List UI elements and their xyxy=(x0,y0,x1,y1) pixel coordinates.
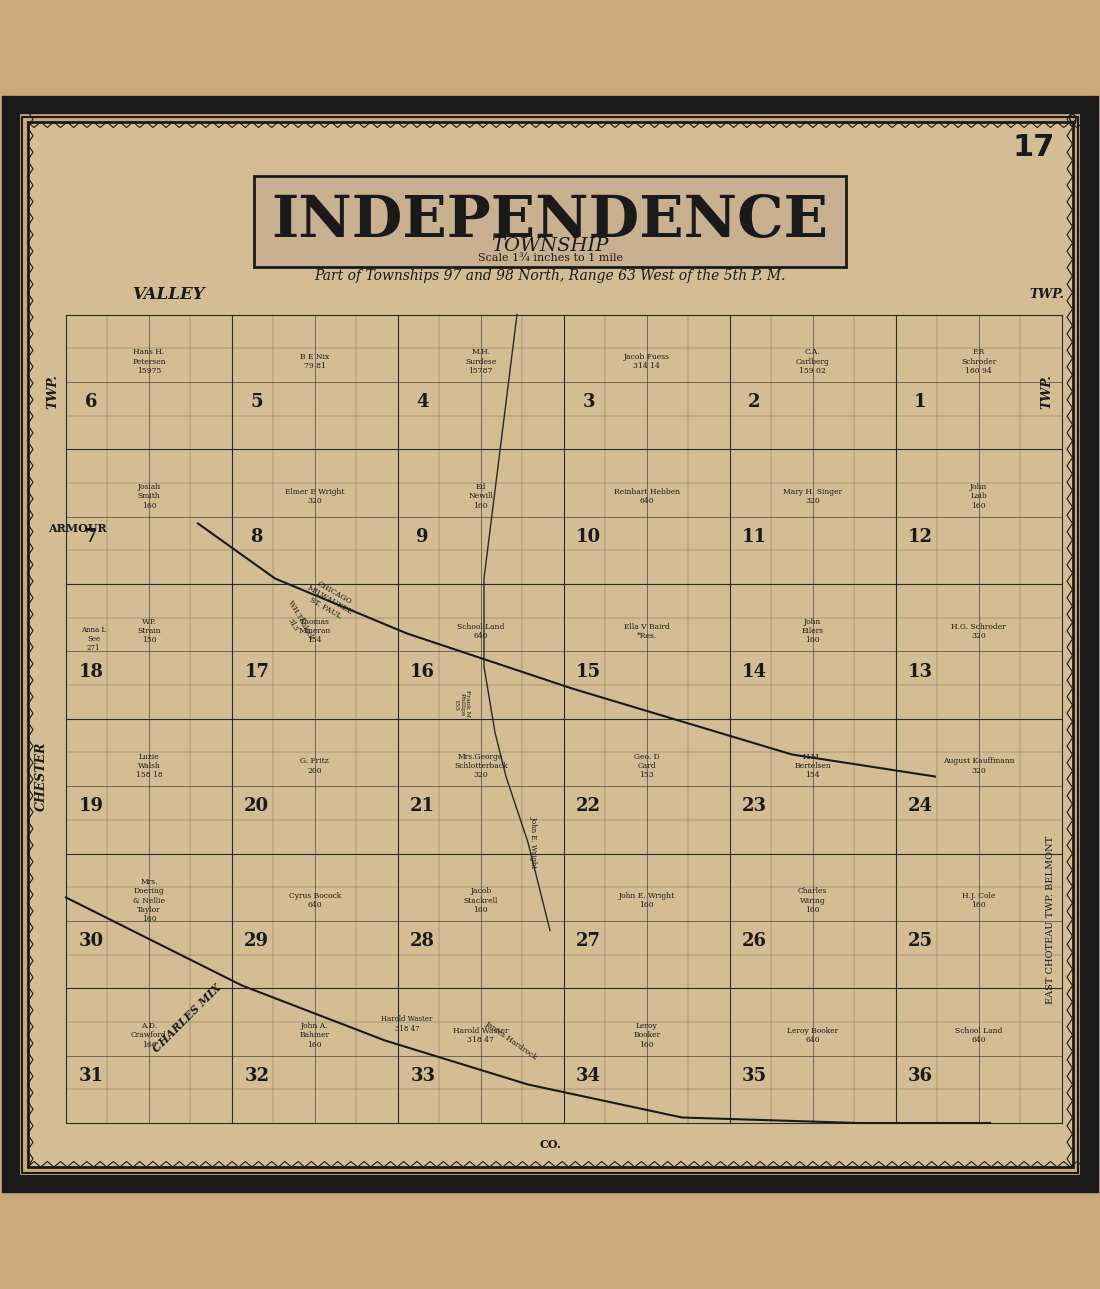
Text: C.A.
Carlberg
159 02: C.A. Carlberg 159 02 xyxy=(795,348,829,375)
Text: John A.
Bahmer
160: John A. Bahmer 160 xyxy=(300,1022,330,1049)
Text: Ella V Baird
*Res.: Ella V Baird *Res. xyxy=(624,623,670,639)
Text: 8: 8 xyxy=(251,527,263,545)
Text: 21: 21 xyxy=(410,798,436,816)
Text: CHICAGO
MILWAUKEE
ST. PAUL: CHICAGO MILWAUKEE ST. PAUL xyxy=(301,576,359,625)
Text: Anna L
See
271: Anna L See 271 xyxy=(81,625,106,652)
Text: H.M.
Bertelsen
154: H.M. Bertelsen 154 xyxy=(794,753,832,779)
Text: CHARLES MIX: CHARLES MIX xyxy=(151,982,223,1054)
Text: Charles
Wiring
160: Charles Wiring 160 xyxy=(798,887,827,914)
Text: TWP.: TWP. xyxy=(1030,289,1065,302)
Text: 5: 5 xyxy=(251,393,263,411)
Text: 27: 27 xyxy=(576,932,601,950)
Text: G. Fritz
200: G. Fritz 200 xyxy=(300,758,329,775)
Text: James Hardrock: James Hardrock xyxy=(484,1020,539,1061)
Text: 13: 13 xyxy=(908,663,933,681)
Text: 3: 3 xyxy=(582,393,595,411)
Text: John
Laib
160: John Laib 160 xyxy=(970,483,987,509)
Text: INDEPENDENCE: INDEPENDENCE xyxy=(272,193,828,249)
Text: Jacob Fuess
314 14: Jacob Fuess 314 14 xyxy=(624,353,670,370)
Text: 9: 9 xyxy=(1068,115,1077,129)
Text: Mrs.George
Schlotterback
320: Mrs.George Schlotterback 320 xyxy=(454,753,507,779)
Text: 12: 12 xyxy=(908,527,933,545)
Text: M.H.
Surdese
15787: M.H. Surdese 15787 xyxy=(465,348,496,375)
Text: 24: 24 xyxy=(908,798,933,816)
Text: School Land
640: School Land 640 xyxy=(955,1027,1002,1044)
Text: CO.: CO. xyxy=(539,1139,561,1151)
Text: Thomas
Mineran
154: Thomas Mineran 154 xyxy=(299,617,331,644)
Text: 19: 19 xyxy=(78,798,103,816)
Text: TWP.: TWP. xyxy=(1041,374,1054,409)
Text: Cyrus Bocock
640: Cyrus Bocock 640 xyxy=(288,892,341,909)
Text: H.J. Cole
160: H.J. Cole 160 xyxy=(961,892,996,909)
Text: 1: 1 xyxy=(914,393,926,411)
Text: 17: 17 xyxy=(1013,133,1055,162)
Text: John E. Wright: John E. Wright xyxy=(529,816,538,869)
Text: W.H.Thulock
313: W.H.Thulock 313 xyxy=(278,599,316,646)
Text: Jacob
Stackrell
160: Jacob Stackrell 160 xyxy=(463,887,498,914)
Text: 6: 6 xyxy=(85,393,97,411)
Text: 7: 7 xyxy=(85,527,97,545)
Text: 17: 17 xyxy=(244,663,270,681)
Text: August Kauffmann
320: August Kauffmann 320 xyxy=(943,758,1014,775)
Text: 34: 34 xyxy=(576,1067,601,1085)
Text: Ed
Newill
160: Ed Newill 160 xyxy=(469,483,493,509)
Text: 2: 2 xyxy=(748,393,761,411)
Text: A.D.
Crawford
160: A.D. Crawford 160 xyxy=(131,1022,167,1049)
Text: B E Nix
79 81: B E Nix 79 81 xyxy=(300,353,330,370)
Text: 20: 20 xyxy=(244,798,270,816)
Text: 22: 22 xyxy=(576,798,601,816)
Text: 25: 25 xyxy=(908,932,933,950)
Text: 10: 10 xyxy=(576,527,602,545)
Text: 11: 11 xyxy=(742,527,767,545)
Text: 16: 16 xyxy=(410,663,436,681)
Text: 9: 9 xyxy=(417,527,429,545)
Text: 29: 29 xyxy=(244,932,270,950)
Text: Elmer E Wright
320: Elmer E Wright 320 xyxy=(285,487,344,505)
Text: 30: 30 xyxy=(78,932,103,950)
Text: Josiah
Smith
160: Josiah Smith 160 xyxy=(138,483,161,509)
Text: Leroy
Booker
160: Leroy Booker 160 xyxy=(634,1022,660,1049)
Text: TWP.: TWP. xyxy=(46,374,59,409)
Text: Harold Waster
318 47: Harold Waster 318 47 xyxy=(382,1016,432,1032)
Text: Frank M.
Phillips
155: Frank M. Phillips 155 xyxy=(453,691,471,719)
Text: 26: 26 xyxy=(742,932,767,950)
Text: 35: 35 xyxy=(742,1067,767,1085)
Text: MAP OF: MAP OF xyxy=(515,183,585,200)
Text: Hans H.
Petersen
15975: Hans H. Petersen 15975 xyxy=(132,348,166,375)
Text: TOWNSHIP: TOWNSHIP xyxy=(492,237,608,255)
Text: 32: 32 xyxy=(244,1067,270,1085)
Text: H.G. Schroder
320: H.G. Schroder 320 xyxy=(952,623,1005,639)
Text: 36: 36 xyxy=(908,1067,933,1085)
Text: 15: 15 xyxy=(576,663,602,681)
Text: Harold Waster
318 47: Harold Waster 318 47 xyxy=(453,1027,508,1044)
Text: Scale 1¾ inches to 1 mile: Scale 1¾ inches to 1 mile xyxy=(477,254,623,263)
Text: CHESTER: CHESTER xyxy=(35,741,48,811)
Text: Part of Townships 97 and 98 North, Range 63 West of the 5th P. M.: Part of Townships 97 and 98 North, Range… xyxy=(315,269,785,284)
Text: John E. Wright
160: John E. Wright 160 xyxy=(618,892,674,909)
Text: Leroy Booker
640: Leroy Booker 640 xyxy=(786,1027,838,1044)
Text: Mrs.
Doering
& Nellie
Taylor
160: Mrs. Doering & Nellie Taylor 160 xyxy=(133,878,165,923)
Text: Mary H. Singer
320: Mary H. Singer 320 xyxy=(783,487,843,505)
Text: 18: 18 xyxy=(78,663,103,681)
Text: ARMOUR: ARMOUR xyxy=(47,523,107,535)
Text: 4: 4 xyxy=(417,393,429,411)
Text: F.R
Schroder
160 94: F.R Schroder 160 94 xyxy=(961,348,997,375)
Text: John
Eilers
160: John Eilers 160 xyxy=(802,617,824,644)
Text: Reinhart Hebben
640: Reinhart Hebben 640 xyxy=(614,487,680,505)
Text: Luzie
Walsh
158 18: Luzie Walsh 158 18 xyxy=(135,753,163,779)
Text: 28: 28 xyxy=(410,932,436,950)
Text: EAST CHOTEAU TWP. BELMONT: EAST CHOTEAU TWP. BELMONT xyxy=(1046,835,1055,1004)
Text: 33: 33 xyxy=(410,1067,436,1085)
Text: 23: 23 xyxy=(742,798,767,816)
Text: School Land
640: School Land 640 xyxy=(458,623,505,639)
Text: 14: 14 xyxy=(742,663,767,681)
Text: Geo. D
Card
153: Geo. D Card 153 xyxy=(634,753,660,779)
Text: 31: 31 xyxy=(78,1067,103,1085)
Text: W.P.
Strain
150: W.P. Strain 150 xyxy=(138,617,161,644)
Text: VALLEY: VALLEY xyxy=(132,286,205,303)
